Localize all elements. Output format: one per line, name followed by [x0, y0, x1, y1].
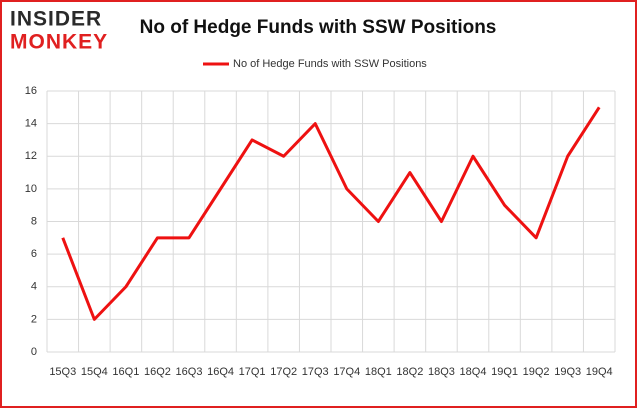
y-tick-label: 12	[25, 150, 37, 162]
x-tick-label: 19Q1	[491, 366, 518, 378]
x-tick-label: 19Q2	[523, 366, 550, 378]
y-tick-label: 8	[31, 215, 37, 227]
y-tick-label: 2	[31, 313, 37, 325]
x-tick-label: 16Q3	[176, 366, 203, 378]
legend-label: No of Hedge Funds with SSW Positions	[233, 58, 427, 70]
y-tick-label: 16	[25, 85, 37, 97]
x-tick-label: 19Q4	[586, 366, 613, 378]
x-tick-label: 17Q3	[302, 366, 329, 378]
x-tick-label: 18Q4	[460, 366, 487, 378]
x-tick-label: 15Q4	[81, 366, 108, 378]
y-tick-label: 0	[31, 346, 37, 358]
x-tick-label: 19Q3	[554, 366, 581, 378]
y-tick-label: 4	[31, 281, 37, 293]
y-tick-label: 10	[25, 183, 37, 195]
brand-bottom: MONKEY	[10, 31, 108, 54]
x-tick-label: 15Q3	[49, 366, 76, 378]
x-tick-label: 18Q3	[428, 366, 455, 378]
x-tick-label: 17Q1	[239, 366, 266, 378]
y-tick-label: 14	[25, 118, 37, 130]
x-tick-label: 18Q2	[396, 366, 423, 378]
x-tick-label: 16Q1	[112, 366, 139, 378]
x-tick-label: 16Q4	[207, 366, 234, 378]
brand-top: INSIDER	[10, 8, 102, 31]
y-tick-label: 6	[31, 248, 37, 260]
x-tick-label: 16Q2	[144, 366, 171, 378]
chart-title: No of Hedge Funds with SSW Positions	[140, 17, 497, 38]
series-line	[61, 106, 601, 321]
x-tick-label: 17Q4	[333, 366, 360, 378]
x-tick-label: 18Q1	[365, 366, 392, 378]
x-tick-label: 17Q2	[270, 366, 297, 378]
